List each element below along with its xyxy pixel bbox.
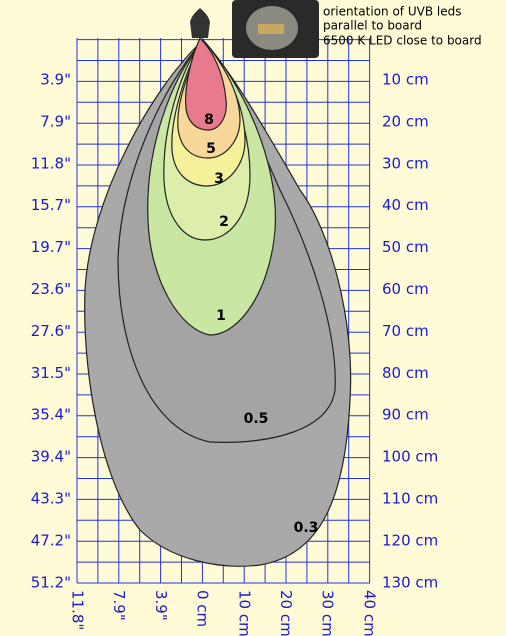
diagram: orientation of UVB leds parallel to boar…	[0, 0, 506, 636]
bottom-label: 0 cm	[194, 590, 212, 627]
right-label: 30 cm	[382, 154, 429, 172]
contour-label: 2	[219, 214, 229, 230]
right-label: 10 cm	[382, 71, 429, 89]
right-label: 110 cm	[382, 490, 438, 508]
left-label: 15.7"	[31, 196, 71, 214]
contour-label: 1	[216, 308, 226, 324]
left-label: 31.5"	[31, 364, 71, 382]
contour-label: 8	[204, 112, 214, 128]
right-label: 90 cm	[382, 406, 429, 424]
left-label: 51.2"	[31, 573, 71, 591]
left-label: 23.6"	[31, 280, 71, 298]
right-label: 80 cm	[382, 364, 429, 382]
right-label: 50 cm	[382, 238, 429, 256]
right-label: 70 cm	[382, 322, 429, 340]
left-label: 39.4"	[31, 448, 71, 466]
bottom-label: 10 cm	[235, 590, 253, 636]
contour-label: 3	[214, 171, 224, 187]
bottom-label: 3.9"	[152, 590, 170, 621]
caption: orientation of UVB leds	[323, 5, 461, 19]
right-label: 120 cm	[382, 531, 438, 549]
caption: 6500 K LED close to board	[323, 34, 482, 48]
left-label: 35.4"	[31, 406, 71, 424]
right-label: 100 cm	[382, 448, 438, 466]
left-label: 43.3"	[31, 490, 71, 508]
right-label: 60 cm	[382, 280, 429, 298]
right-label: 40 cm	[382, 196, 429, 214]
caption: parallel to board	[323, 19, 422, 33]
bottom-label: 30 cm	[319, 590, 337, 636]
bottom-label: 11.8"	[69, 590, 87, 630]
bottom-label: 7.9"	[110, 590, 128, 621]
bottom-label: 20 cm	[277, 590, 295, 636]
bottom-label: 40 cm	[360, 590, 378, 636]
left-label: 47.2"	[31, 531, 71, 549]
led-board	[258, 24, 284, 34]
contour-label: 0.5	[244, 411, 269, 427]
contour-label: 0.3	[294, 520, 319, 536]
contour-label: 5	[206, 141, 216, 157]
left-label: 27.6"	[31, 322, 71, 340]
left-label: 19.7"	[31, 238, 71, 256]
left-label: 11.8"	[31, 154, 71, 172]
left-label: 7.9"	[40, 112, 71, 130]
right-label: 20 cm	[382, 112, 429, 130]
right-label: 130 cm	[382, 573, 438, 591]
lamp	[190, 8, 210, 38]
left-label: 3.9"	[40, 71, 71, 89]
